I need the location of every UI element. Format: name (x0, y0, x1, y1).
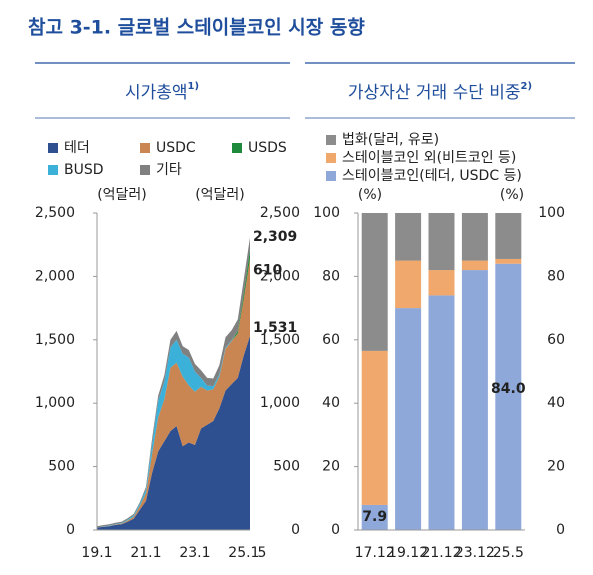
y2-tick-label: 40 (547, 395, 565, 411)
bar (428, 295, 455, 530)
legend-label: 스테이블코인(테더, USDC 등) (342, 168, 522, 184)
bar (395, 213, 422, 261)
bar (361, 504, 388, 530)
y2-unit: (%) (500, 187, 524, 203)
y2-unit: (억달러) (195, 187, 245, 203)
area (97, 258, 250, 528)
legend-swatch (232, 143, 242, 153)
panel-title: 시가총액1) (125, 81, 199, 103)
figure-title: 참고 3-1. 글로벌 스테이블코인 시장 동향 (28, 17, 365, 39)
bar (395, 260, 422, 309)
bar (495, 263, 522, 530)
y-tick-label: 80 (322, 268, 340, 284)
legend-label: BUSD (64, 162, 104, 178)
y-tick-label: 0 (66, 522, 75, 538)
x-tick-label: 25.5 (493, 545, 524, 561)
bar (395, 308, 422, 530)
y2-tick-label: 0 (291, 522, 300, 538)
x-tick-label: 5 (258, 545, 267, 561)
legend-label: 법화(달러, 유로) (342, 132, 439, 148)
bar (428, 270, 455, 296)
legend-label: 기타 (156, 162, 182, 178)
y-unit: (억달러) (97, 187, 147, 203)
y-tick-label: 40 (322, 395, 340, 411)
legend-swatch (326, 153, 336, 163)
value-label: 84.0 (491, 381, 526, 397)
y-tick-label: 1,000 (35, 395, 75, 411)
x-tick-label: 17.12 (355, 545, 395, 561)
y2-tick-label: 100 (538, 205, 565, 221)
y2-tick-label: 2,500 (260, 205, 300, 221)
value-label: 7.9 (362, 509, 387, 525)
y2-tick-label: 1,000 (260, 395, 300, 411)
y-tick-label: 100 (313, 205, 340, 221)
y2-tick-label: 60 (547, 332, 565, 348)
legend-swatch (326, 135, 336, 145)
y-tick-label: 0 (331, 522, 340, 538)
bar (361, 350, 388, 505)
y-unit: (%) (358, 187, 382, 203)
bar (428, 213, 455, 271)
bar (495, 258, 522, 264)
legend-label: USDC (156, 140, 196, 156)
legend-label: USDS (248, 140, 287, 156)
y-tick-label: 2,500 (35, 205, 75, 221)
panel-title: 가상자산 거래 수단 비중2) (348, 81, 532, 103)
annotation: 610 (253, 263, 282, 279)
bar (461, 260, 488, 271)
y-tick-label: 500 (48, 459, 75, 475)
x-tick-label: 21.1 (130, 545, 161, 561)
legend-swatch (48, 165, 58, 175)
y-tick-label: 1,500 (35, 332, 75, 348)
y2-tick-label: 0 (556, 522, 565, 538)
panel-title-text: 시가총액 (125, 83, 188, 103)
y2-tick-label: 1,500 (260, 332, 300, 348)
legend-swatch (140, 165, 150, 175)
panel-title-note: 2) (521, 81, 533, 92)
bar (495, 213, 522, 259)
bar (461, 213, 488, 261)
legend-label: 테더 (64, 140, 90, 156)
y2-tick-label: 80 (547, 268, 565, 284)
x-tick-label: 23.1 (179, 545, 210, 561)
y2-tick-label: 2,000 (260, 268, 300, 284)
panel-title-text: 가상자산 거래 수단 비중 (348, 83, 521, 103)
area (97, 335, 250, 530)
legend-swatch (48, 143, 58, 153)
legend-label: 스테이블코인 외(비트코인 등) (342, 150, 516, 166)
y2-tick-label: 20 (547, 459, 565, 475)
x-tick-label: 19.12 (388, 545, 428, 561)
y-tick-label: 20 (322, 459, 340, 475)
y-tick-label: 60 (322, 332, 340, 348)
y-tick-label: 2,000 (35, 268, 75, 284)
panel-title-note: 1) (188, 81, 200, 92)
x-tick-label: 21.12 (421, 545, 461, 561)
y2-tick-label: 500 (273, 459, 300, 475)
bar (361, 213, 388, 351)
x-tick-label: 19.1 (81, 545, 112, 561)
annotation: 2,309 (253, 229, 297, 245)
x-tick-label: 23.12 (455, 545, 495, 561)
x-tick-label: 25.1 (228, 545, 259, 561)
legend-swatch (326, 171, 336, 181)
legend-swatch (140, 143, 150, 153)
annotation: 1,531 (253, 320, 297, 336)
bar (461, 270, 488, 530)
